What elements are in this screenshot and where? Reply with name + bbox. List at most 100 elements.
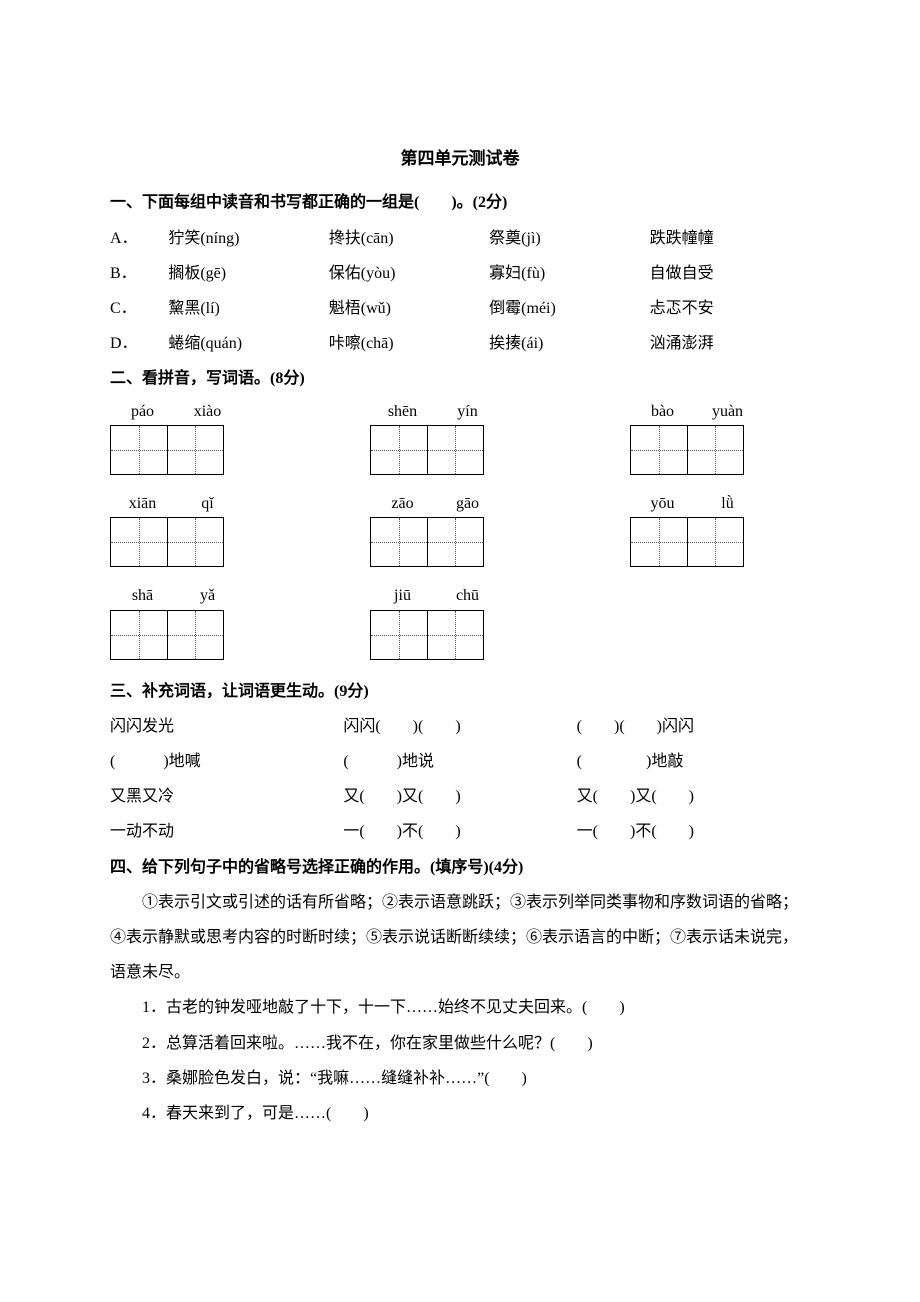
char-cell [371,518,428,566]
char-grid [630,425,744,475]
q1-c-c1: 黧黑(lí) [168,291,328,326]
q3-cell: 一( )不( ) [343,814,576,849]
pinyin: chū [435,585,500,607]
page-title: 第四单元测试卷 [110,140,810,177]
q1-c-c2: 魁梧(wǔ) [329,291,489,326]
char-cell [168,611,224,659]
q1-row-d: D． 蜷缩(quán) 咔嚓(chā) 挨揍(ái) 汹涌澎湃 [110,326,810,361]
char-cell [631,518,688,566]
q3-row-1: 闪闪发光 闪闪( )( ) ( )( )闪闪 [110,709,810,744]
q2-box-3: bào yuàn [630,401,760,475]
q2-box-7: shā yǎ [110,585,240,659]
q3-cell: 闪闪发光 [110,709,343,744]
pinyin: yōu [630,493,695,515]
q3-cell: ( )地喊 [110,744,343,779]
q2-heading: 二、看拼音，写词语。(8分) [110,361,810,396]
q1-b-c4: 自做自受 [650,256,810,291]
q3-row-4: 一动不动 一( )不( ) 一( )不( ) [110,814,810,849]
pinyin: qǐ [175,493,240,515]
char-cell [371,426,428,474]
char-cell [168,518,224,566]
q1-row-a: A． 狞笑(níng) 搀扶(cān) 祭奠(jì) 跌跌幢幢 [110,221,810,256]
q1-c-c4: 忐忑不安 [650,291,810,326]
char-grid [110,425,224,475]
char-cell [688,426,744,474]
q3-cell: 又( )又( ) [577,779,810,814]
char-grid [110,517,224,567]
q1-a-opt: A． [110,221,168,256]
q1-a-c4: 跌跌幢幢 [650,221,810,256]
q1-b-c1: 搁板(gē) [168,256,328,291]
pinyin: bào [630,401,695,423]
q1-b-c2: 保佑(yòu) [329,256,489,291]
q1-d-opt: D． [110,326,168,361]
q3-cell: 又( )又( ) [343,779,576,814]
q3-cell: 一动不动 [110,814,343,849]
char-cell [111,426,168,474]
char-grid [370,517,484,567]
q4-item-4: 4．春天来到了，可是……( ) [142,1096,810,1131]
q2-box-5: zāo gāo [370,493,500,567]
pinyin-label: jiū chū [370,585,500,607]
char-cell [111,518,168,566]
q1-d-c3: 挨揍(ái) [489,326,649,361]
q1-d-c1: 蜷缩(quán) [168,326,328,361]
char-grid [630,517,744,567]
q1-c-opt: C． [110,291,168,326]
char-cell [428,611,484,659]
q2-box-4: xiān qǐ [110,493,240,567]
pinyin: xiào [175,401,240,423]
q4-item-2: 2．总算活着回来啦。……我不在，你在家里做些什么呢？( ) [142,1026,810,1061]
q1-heading: 一、下面每组中读音和书写都正确的一组是( )。(2分) [110,185,810,220]
q3-grid: 闪闪发光 闪闪( )( ) ( )( )闪闪 ( )地喊 ( )地说 ( )地敲… [110,709,810,850]
q1-row-b: B． 搁板(gē) 保佑(yòu) 寡妇(fù) 自做自受 [110,256,810,291]
char-cell [428,426,484,474]
q3-cell: 一( )不( ) [577,814,810,849]
q4-heading: 四、给下列句子中的省略号选择正确的作用。(填序号)(4分) [110,850,810,885]
pinyin: xiān [110,493,175,515]
q3-heading: 三、补充词语，让词语更生动。(9分) [110,674,810,709]
pinyin-label: zāo gāo [370,493,500,515]
q3-cell: 闪闪( )( ) [343,709,576,744]
pinyin-label: shēn yín [370,401,500,423]
q2-box-2: shēn yín [370,401,500,475]
q4-intro: ①表示引文或引述的话有所省略；②表示语意跳跃；③表示列举同类事物和序数词语的省略… [110,885,810,991]
q1-row-c: C． 黧黑(lí) 魁梧(wǔ) 倒霉(méi) 忐忑不安 [110,291,810,326]
pinyin: shēn [370,401,435,423]
pinyin-label: páo xiào [110,401,240,423]
exam-page: 第四单元测试卷 一、下面每组中读音和书写都正确的一组是( )。(2分) A． 狞… [0,0,920,1302]
pinyin: yín [435,401,500,423]
q3-cell: ( )( )闪闪 [577,709,810,744]
q1-a-c3: 祭奠(jì) [489,221,649,256]
q2-box-8: jiū chū [370,585,500,659]
char-grid [370,610,484,660]
pinyin: jiū [370,585,435,607]
q4-item-3: 3．桑娜脸色发白，说：“我嘛……缝缝补补……”( ) [142,1061,810,1096]
q1-a-c1: 狞笑(níng) [168,221,328,256]
pinyin: gāo [435,493,500,515]
char-cell [688,518,744,566]
q3-cell: 又黑又冷 [110,779,343,814]
q2-row-3: shā yǎ jiū chū [110,585,810,659]
pinyin-label: shā yǎ [110,585,240,607]
pinyin-label: bào yuàn [630,401,760,423]
pinyin: lǜ [695,493,760,515]
q2-row-2: xiān qǐ zāo gāo yōu lǜ [110,493,810,567]
pinyin: yǎ [175,585,240,607]
q1-d-c4: 汹涌澎湃 [650,326,810,361]
q3-row-3: 又黑又冷 又( )又( ) 又( )又( ) [110,779,810,814]
char-grid [110,610,224,660]
char-cell [168,426,224,474]
pinyin: shā [110,585,175,607]
char-cell [631,426,688,474]
q4-items: 1．古老的钟发哑地敲了十下，十一下……始终不见丈夫回来。( ) 2．总算活着回来… [110,990,810,1131]
q1-a-c2: 搀扶(cān) [329,221,489,256]
pinyin-label: xiān qǐ [110,493,240,515]
q3-row-2: ( )地喊 ( )地说 ( )地敲 [110,744,810,779]
char-cell [428,518,484,566]
q1-b-c3: 寡妇(fù) [489,256,649,291]
char-cell [111,611,168,659]
q3-cell: ( )地说 [343,744,576,779]
q3-cell: ( )地敲 [577,744,810,779]
q1-c-c3: 倒霉(méi) [489,291,649,326]
